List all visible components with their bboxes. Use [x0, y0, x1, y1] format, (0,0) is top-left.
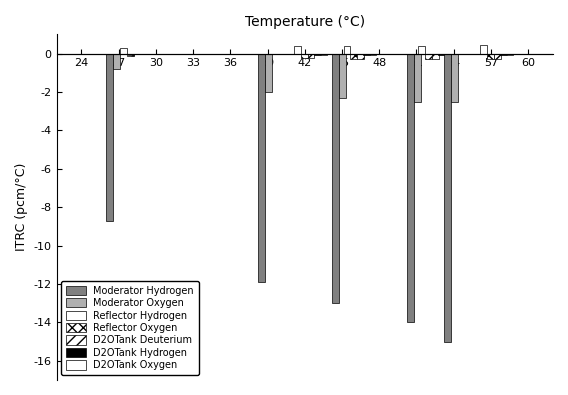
Bar	[332, 54, 339, 303]
Bar	[300, 54, 307, 58]
Bar	[500, 54, 507, 55]
Title: Temperature (°C): Temperature (°C)	[245, 15, 365, 29]
Bar	[350, 54, 357, 59]
Bar	[444, 54, 451, 55]
Bar	[294, 46, 300, 54]
Bar	[506, 54, 513, 55]
Bar	[425, 54, 432, 59]
Bar	[128, 54, 135, 55]
Bar	[357, 54, 364, 59]
Bar	[418, 46, 425, 54]
Bar	[320, 54, 327, 55]
Y-axis label: ITRC (pcm/°C): ITRC (pcm/°C)	[15, 163, 28, 251]
Bar	[407, 54, 414, 322]
Bar	[106, 54, 114, 221]
Bar	[127, 54, 134, 56]
Bar	[438, 54, 445, 55]
Bar	[265, 54, 272, 92]
Bar	[258, 54, 265, 282]
Bar	[364, 54, 370, 55]
Bar	[451, 54, 458, 102]
Bar	[487, 54, 494, 59]
Bar	[432, 54, 438, 59]
Bar	[370, 54, 377, 55]
Bar	[494, 54, 500, 59]
Bar	[307, 54, 315, 58]
Bar	[480, 45, 487, 54]
Bar	[120, 48, 127, 54]
Bar	[339, 54, 346, 98]
Legend: Moderator Hydrogen, Moderator Oxygen, Reflector Hydrogen, Reflector Oxygen, D2OT: Moderator Hydrogen, Moderator Oxygen, Re…	[61, 281, 199, 375]
Bar	[114, 54, 120, 69]
Bar	[414, 54, 420, 102]
Bar	[344, 46, 350, 54]
Bar	[444, 54, 451, 342]
Bar	[314, 54, 320, 55]
